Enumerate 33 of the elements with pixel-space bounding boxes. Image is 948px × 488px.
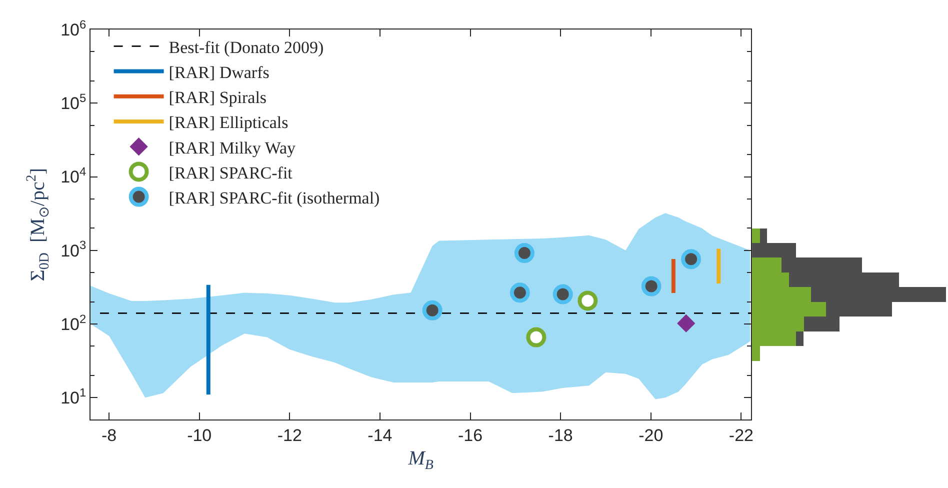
point [514,243,534,264]
bar [752,228,760,243]
x-axis-title: M$_{B}$ [407,448,434,473]
point [578,290,598,311]
point [677,314,696,332]
point [681,249,702,270]
y-tick-label: 10$^{6}$ [60,17,87,40]
y-tick-label: 10$^{2}$ [60,312,87,334]
x-tick-label: -18 [548,426,573,446]
x-tick-label: -22 [728,426,754,446]
x-tick-label: -8 [101,426,117,446]
legend-label: Best-fit (Donato 2009) [168,38,324,57]
y-tick-label: 10$^{1}$ [60,385,87,408]
point [641,276,662,296]
point [552,284,573,304]
y-tick-label: 10$^{3}$ [60,238,87,260]
point [510,282,530,303]
y-tick-label: 10$^{5}$ [60,90,87,114]
x-tick-label: -10 [187,426,212,446]
legend-label: [RAR] SPARC-fit (isothermal) [168,188,380,208]
legend-label: [RAR] Ellipticals [168,113,288,132]
bar [796,331,804,346]
legend-label: [RAR] Milky Way [168,138,296,158]
point [526,327,546,348]
x-tick-label: -16 [458,426,483,446]
x-tick-label: -20 [638,426,664,446]
legend-label: [RAR] Dwarfs [168,62,270,82]
legend-label: [RAR] SPARC-fit [168,163,293,182]
legend-label: [RAR] Spirals [168,88,267,108]
point [422,300,442,320]
x-tick-label: -14 [368,426,392,446]
y-tick-label: 10$^{4}$ [60,164,87,187]
x-tick-label: -12 [277,426,302,446]
